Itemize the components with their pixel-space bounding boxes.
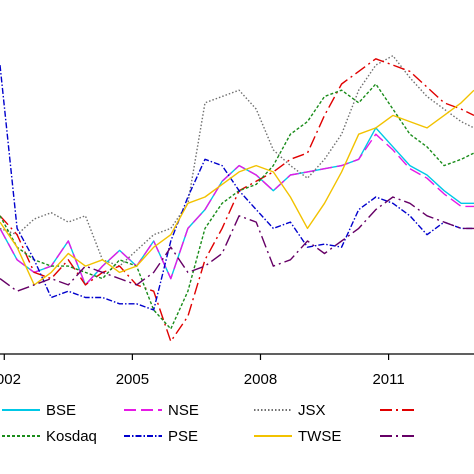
legend-label: JSX bbox=[298, 402, 326, 419]
series-line-jsx bbox=[0, 55, 474, 267]
x-tick-label: 2008 bbox=[244, 371, 277, 388]
series-line-unnamed-7 bbox=[0, 196, 474, 292]
series-line-bse bbox=[0, 127, 474, 286]
series-line-twse bbox=[0, 89, 474, 286]
legend-label: PSE bbox=[168, 428, 198, 445]
series-line-pse bbox=[0, 65, 474, 311]
series-line-nse bbox=[0, 133, 474, 286]
legend-label: Kosdaq bbox=[46, 428, 97, 445]
legend-label: BSE bbox=[46, 402, 76, 419]
legend-label: TWSE bbox=[298, 428, 341, 445]
x-tick-label: 2002 bbox=[0, 371, 21, 388]
legend: BSE NSE JSX Kosdaq PSE TWSE bbox=[2, 402, 418, 445]
x-tick-label: 2011 bbox=[372, 371, 404, 388]
series-line-unnamed-3 bbox=[0, 58, 474, 343]
plot-area bbox=[0, 55, 474, 343]
x-axis: 2002 2005 2008 2011 bbox=[0, 353, 474, 388]
legend-label: NSE bbox=[168, 402, 199, 419]
x-tick-label: 2005 bbox=[116, 371, 149, 388]
